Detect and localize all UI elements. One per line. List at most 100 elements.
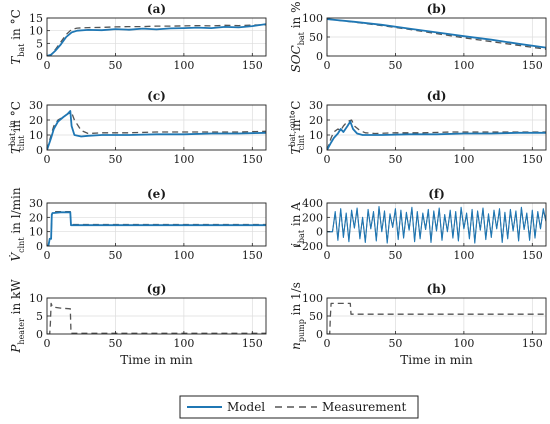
- x-tick-label: 100: [453, 153, 474, 166]
- panel-g: 0 50 100 150 0 5 10 (g) Time in min Pheater in kW: [9, 279, 267, 367]
- legend-model-label: Model: [227, 400, 265, 414]
- y-tick-label: 100: [302, 12, 323, 25]
- x-tick-label: 150: [522, 153, 543, 166]
- y-tick-label: 30: [29, 197, 43, 210]
- x-tick-label: 150: [242, 59, 263, 72]
- y-tick-label: 100: [302, 292, 323, 305]
- x-tick-label: 50: [108, 59, 122, 72]
- y-tick-label: 50: [309, 310, 323, 323]
- panel-title: (a): [147, 2, 166, 16]
- y-tick-label: 20: [309, 114, 323, 127]
- y-tick-label: 20: [29, 211, 43, 224]
- y-tick-label: 400: [302, 197, 323, 210]
- plot-area: [327, 203, 546, 246]
- axes-frame: [326, 104, 547, 151]
- panel-b: 0 50 100 150 0 50 100 (b) SOCbat in %: [289, 2, 547, 73]
- y-tick-label: 50: [309, 31, 323, 44]
- y-tick-label: 0: [36, 50, 43, 63]
- y-axis-label: Tbat, inclnt in °C: [8, 101, 26, 154]
- y-tick-label: 10: [29, 25, 43, 38]
- x-tick-label: 50: [108, 249, 122, 262]
- legend: Model Measurement: [179, 395, 419, 419]
- panel-h: 0 50 100 150 0 50 100 (h) Time in min npump in 1/…: [289, 282, 547, 367]
- y-tick-label: 0: [316, 50, 323, 63]
- y-tick-label: 15: [29, 12, 43, 25]
- axes-frame: [46, 202, 267, 247]
- y-tick-label: 200: [302, 211, 323, 224]
- x-tick-label: 0: [324, 337, 331, 350]
- series-model-line: [47, 23, 266, 56]
- y-axis-label: Tbat in °C: [9, 9, 26, 65]
- y-tick-label: 0: [36, 328, 43, 341]
- series-measurement-line: [47, 111, 266, 150]
- y-tick-label: 5: [36, 310, 43, 323]
- x-tick-label: 150: [522, 249, 543, 262]
- x-tick-label: 50: [388, 59, 402, 72]
- legend-measurement-label: Measurement: [322, 400, 406, 414]
- x-tick-label: 150: [522, 337, 543, 350]
- x-tick-label: 100: [173, 337, 194, 350]
- x-tick-label: 50: [388, 249, 402, 262]
- series-model-line: [327, 120, 546, 150]
- axes-frame: [46, 104, 267, 151]
- series-measurement-line: [47, 302, 266, 334]
- axes-frame: [46, 17, 267, 57]
- x-tick-label: 0: [44, 153, 51, 166]
- y-axis-label: SOCbat in %: [289, 2, 306, 73]
- series-measurement-line: [327, 119, 546, 150]
- y-axis-label: Tbat, outclnt in °C: [288, 101, 306, 155]
- y-axis-label: npump in 1/s: [289, 282, 306, 350]
- plot-area: [327, 105, 546, 150]
- y-tick-label: 20: [29, 114, 43, 127]
- y-tick-label: 0: [36, 144, 43, 157]
- axes-frame: [326, 202, 547, 247]
- x-tick-label: 100: [453, 249, 474, 262]
- y-axis-label: Pheater in kW: [9, 279, 26, 354]
- series-measurement-line: [47, 24, 266, 56]
- x-tick-label: 100: [173, 59, 194, 72]
- y-tick-label: 10: [29, 129, 43, 142]
- series-model-line: [47, 211, 266, 246]
- y-tick-label: 30: [309, 99, 323, 112]
- x-tick-label: 0: [44, 59, 51, 72]
- x-tick-label: 50: [108, 153, 122, 166]
- panel-title: (h): [426, 282, 446, 296]
- y-tick-label: 0: [36, 240, 43, 253]
- panel-title: (e): [147, 187, 166, 201]
- x-tick-label: 100: [453, 337, 474, 350]
- y-tick-label: 10: [29, 292, 43, 305]
- y-tick-label: 30: [29, 99, 43, 112]
- panel-title: (g): [147, 282, 167, 296]
- x-tick-label: 0: [324, 249, 331, 262]
- panel-title: (b): [427, 2, 447, 16]
- x-tick-label: 150: [242, 337, 263, 350]
- series-measurement-line: [327, 18, 546, 50]
- y-axis-label: V̇clnt in l/min: [8, 187, 26, 261]
- series-model-line: [47, 110, 266, 150]
- x-tick-label: 0: [44, 337, 51, 350]
- x-tick-label: 150: [242, 153, 263, 166]
- x-tick-label: 150: [522, 59, 543, 72]
- y-tick-label: 10: [309, 129, 323, 142]
- series-measurement-line: [327, 302, 546, 334]
- x-tick-label: 100: [173, 153, 194, 166]
- panel-title: (d): [427, 89, 447, 103]
- x-axis-label: Time in min: [120, 353, 193, 367]
- x-tick-label: 100: [173, 249, 194, 262]
- x-tick-label: 0: [44, 249, 51, 262]
- y-tick-label: 0: [316, 328, 323, 341]
- panel-title: (f): [428, 187, 445, 201]
- x-tick-label: 0: [324, 59, 331, 72]
- panel-title: (c): [147, 89, 166, 103]
- series-model-line: [327, 206, 546, 244]
- x-tick-label: 0: [324, 153, 331, 166]
- series-model-line: [327, 18, 546, 49]
- y-tick-label: 0: [316, 144, 323, 157]
- y-tick-label: 0: [316, 226, 323, 239]
